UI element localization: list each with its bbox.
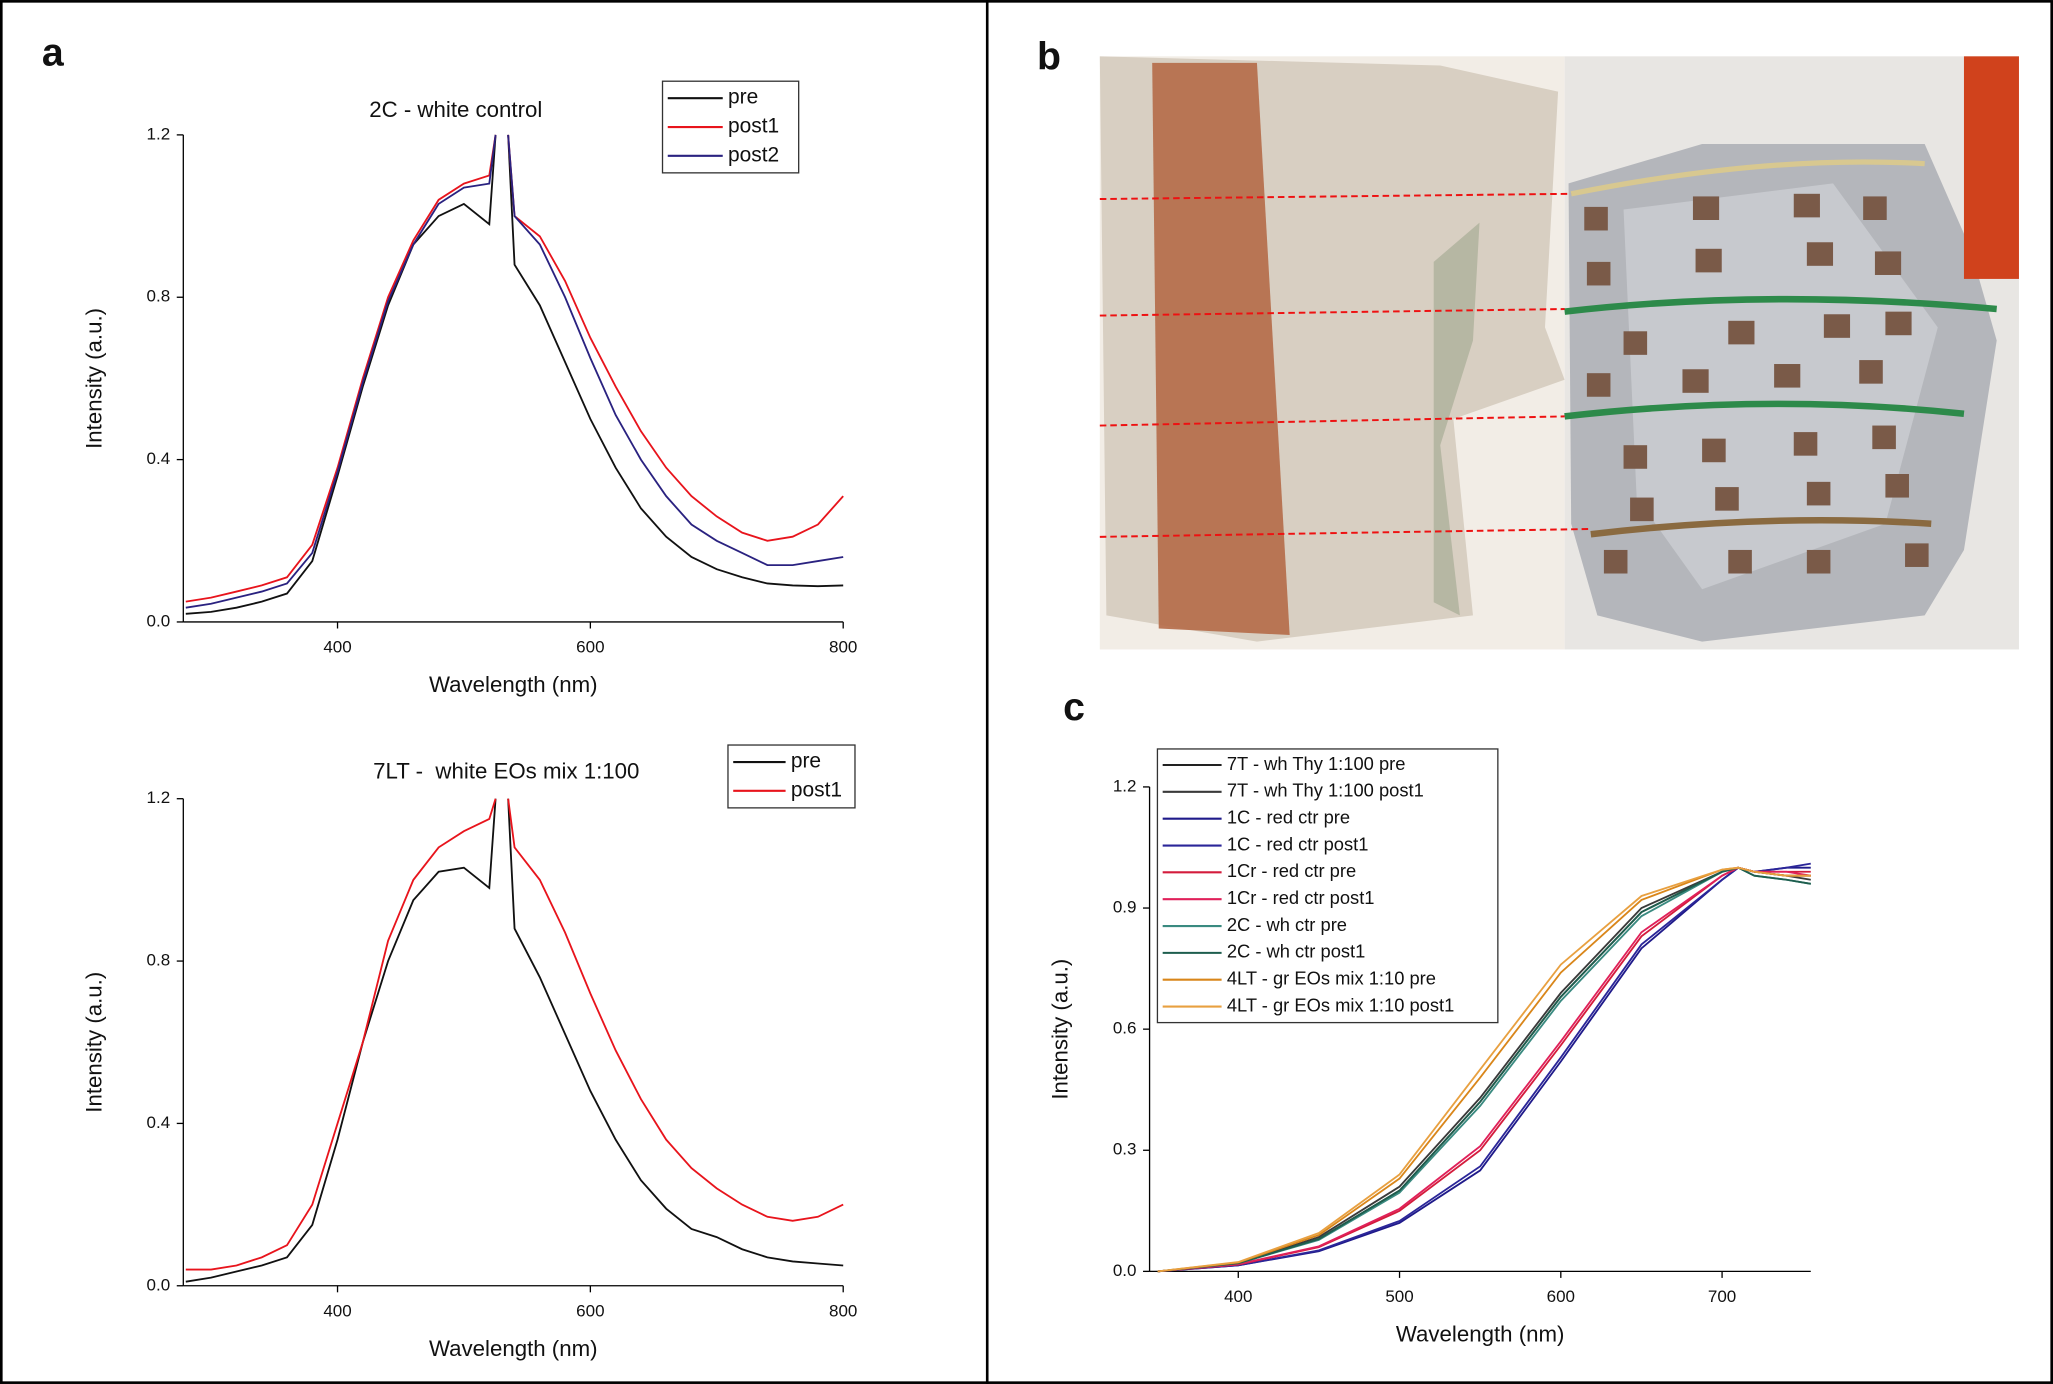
charts: 0.0 0.4 0.8 1.2 400 600 800 Wavelength (nm) Inte… bbox=[81, 80, 1811, 1361]
y-axis-label: Intensity (a.u.) bbox=[1048, 959, 1073, 1100]
legend-label: pre bbox=[791, 750, 821, 773]
x-axis-label: Wavelength (nm) bbox=[429, 672, 598, 697]
y-tick-label: 0.8 bbox=[147, 287, 171, 306]
x-tick-label: 400 bbox=[323, 638, 351, 657]
x-tick-label: 800 bbox=[829, 1301, 857, 1320]
legend-label: post1 bbox=[791, 778, 842, 801]
x-axis-label: Wavelength (nm) bbox=[429, 1336, 598, 1361]
legend-box bbox=[727, 744, 856, 809]
series-line bbox=[185, 134, 844, 609]
series-line bbox=[185, 134, 844, 615]
x-tick-label: 400 bbox=[1224, 1287, 1252, 1306]
series-line bbox=[185, 798, 844, 1271]
y-tick-label: 1.2 bbox=[1113, 776, 1137, 795]
y-tick-label: 0.0 bbox=[147, 1275, 171, 1294]
x-tick-label: 600 bbox=[576, 638, 604, 657]
x-axis-label: Wavelength (nm) bbox=[1396, 1321, 1565, 1346]
legend-label: 1Cr - red ctr pre bbox=[1227, 860, 1356, 881]
legend-label: 1C - red ctr post1 bbox=[1227, 833, 1369, 854]
legend-label: post2 bbox=[728, 143, 779, 166]
panel-label: c bbox=[1063, 685, 1085, 729]
series-line bbox=[185, 798, 844, 1283]
series-line bbox=[1157, 866, 1811, 1273]
legend-label: 1C - red ctr pre bbox=[1227, 807, 1350, 828]
y-tick-label: 0.4 bbox=[147, 1113, 171, 1132]
y-tick-label: 1.2 bbox=[147, 124, 171, 143]
x-tick-label: 400 bbox=[323, 1301, 351, 1320]
chart-title: 2C - white control bbox=[369, 97, 542, 122]
legend-label: 1Cr - red ctr post1 bbox=[1227, 887, 1375, 908]
legend-label: pre bbox=[728, 86, 758, 109]
x-tick-label: 800 bbox=[829, 638, 857, 657]
y-tick-label: 0.8 bbox=[147, 951, 171, 970]
chart-title: 7LT - white EOs mix 1:100 bbox=[373, 758, 639, 783]
x-tick-label: 600 bbox=[576, 1301, 604, 1320]
legend-label: 2C - wh ctr post1 bbox=[1227, 941, 1366, 962]
panel-label: b bbox=[1037, 34, 1061, 78]
y-tick-label: 0.0 bbox=[147, 611, 171, 630]
y-tick-label: 0.3 bbox=[1113, 1140, 1137, 1159]
legend-label: 2C - wh ctr pre bbox=[1227, 914, 1347, 935]
series-line bbox=[185, 134, 844, 603]
panel-label: a bbox=[42, 30, 65, 74]
y-axis-label: Intensity (a.u.) bbox=[81, 972, 106, 1113]
legend-label: 4LT - gr EOs mix 1:10 pre bbox=[1227, 968, 1436, 989]
legend-label: post1 bbox=[728, 115, 779, 138]
y-tick-label: 0.6 bbox=[1113, 1019, 1137, 1038]
series-line bbox=[1157, 866, 1811, 1273]
y-tick-label: 0.0 bbox=[1113, 1261, 1137, 1280]
legend-box bbox=[1156, 748, 1499, 1024]
legend-label: 7T - wh Thy 1:100 post1 bbox=[1227, 780, 1424, 801]
y-tick-label: 1.2 bbox=[147, 788, 171, 807]
x-tick-label: 600 bbox=[1547, 1287, 1575, 1306]
y-tick-label: 0.9 bbox=[1113, 898, 1137, 917]
legend-label: 4LT - gr EOs mix 1:10 post1 bbox=[1227, 994, 1454, 1015]
x-tick-label: 700 bbox=[1708, 1287, 1736, 1306]
photo bbox=[1099, 56, 2019, 650]
y-tick-label: 0.4 bbox=[147, 449, 171, 468]
x-tick-label: 500 bbox=[1385, 1287, 1413, 1306]
y-axis-label: Intensity (a.u.) bbox=[81, 308, 106, 449]
legend-label: 7T - wh Thy 1:100 pre bbox=[1227, 753, 1406, 774]
